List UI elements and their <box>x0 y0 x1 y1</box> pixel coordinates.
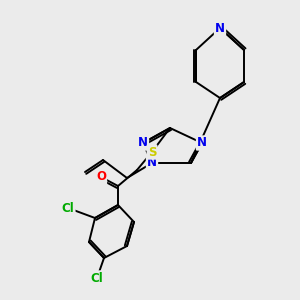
Text: O: O <box>96 170 106 184</box>
Text: N: N <box>138 136 148 149</box>
Text: N: N <box>197 136 207 149</box>
Text: N: N <box>215 22 225 34</box>
Text: S: S <box>148 146 156 158</box>
Text: Cl: Cl <box>91 272 103 284</box>
Text: N: N <box>147 157 157 169</box>
Text: Cl: Cl <box>61 202 74 214</box>
